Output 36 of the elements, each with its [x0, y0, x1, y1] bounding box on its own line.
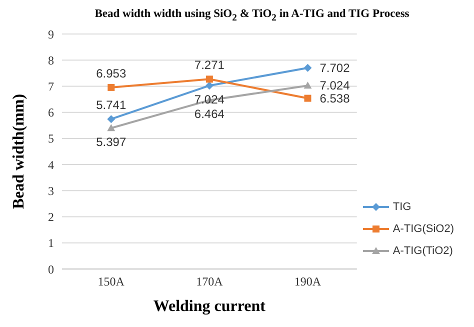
data-label: 5.741: [96, 98, 126, 112]
y-tick-label: 6: [48, 106, 54, 120]
legend-label: TIG: [392, 201, 412, 213]
point: [107, 115, 116, 124]
data-label: 7.271: [194, 58, 225, 72]
data-label: 6.464: [194, 107, 225, 122]
legend-label: A-TIG(SiO2): [392, 223, 454, 235]
point: [107, 124, 116, 132]
y-tick-label: 3: [48, 184, 54, 198]
data-label: 5.397: [96, 135, 126, 150]
data-label: 7.024: [320, 78, 350, 93]
point: [206, 76, 213, 83]
point: [108, 84, 115, 91]
chart-title: Bead width width using SiO$_{2}$ & TiO$_{2}$ in A-TIG and TIG Process: [94, 8, 410, 24]
y-tick-label: 9: [48, 27, 54, 42]
point: [304, 94, 312, 102]
point: [205, 82, 214, 90]
x-tick-label: 190A: [294, 274, 322, 289]
data-label: 7.702: [320, 60, 350, 75]
point: [304, 82, 312, 89]
x-axis-title: Welding current: [153, 298, 266, 315]
data-label: 6.953: [96, 66, 126, 80]
y-tick-label: 4: [48, 158, 54, 172]
y-tick-label: 0: [48, 262, 54, 276]
x-tick-label: 170A: [196, 274, 224, 289]
data-label: 6.538: [320, 91, 350, 106]
y-tick-label: 5: [48, 132, 54, 146]
data-label: 7.024: [194, 92, 225, 107]
point: [304, 64, 312, 72]
y-axis-title: Bead width(mm): [10, 94, 28, 210]
x-tick-label: 150A: [98, 274, 125, 289]
legend-label: A-TIG(TiO2): [392, 245, 453, 257]
y-tick-label: 2: [48, 210, 54, 224]
y-tick-label: 1: [48, 236, 54, 250]
y-tick-label: 7: [48, 79, 54, 94]
y-tick-label: 8: [48, 53, 54, 68]
